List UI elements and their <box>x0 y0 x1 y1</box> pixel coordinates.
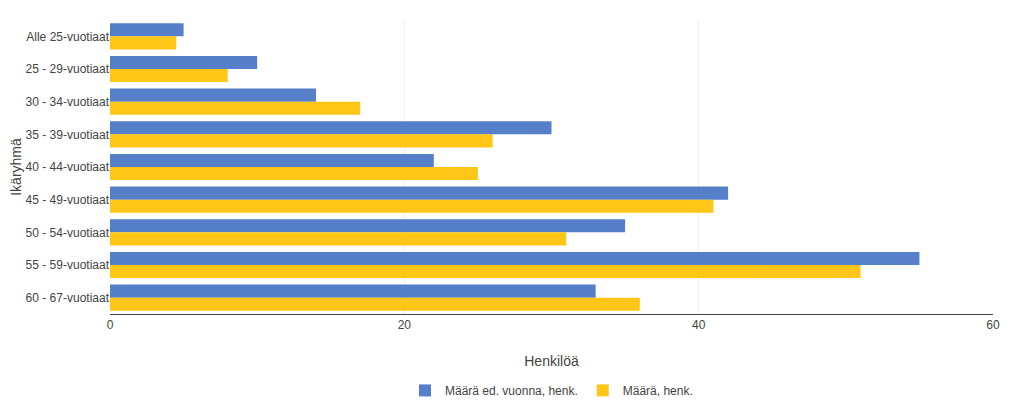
svg-text:0: 0 <box>107 318 114 332</box>
svg-text:25 - 29-vuotiaat: 25 - 29-vuotiaat <box>26 62 110 76</box>
svg-text:Määrä, henk.: Määrä, henk. <box>623 384 693 398</box>
svg-text:40 - 44-vuotiaat: 40 - 44-vuotiaat <box>26 160 110 174</box>
svg-text:40: 40 <box>692 318 706 332</box>
svg-text:Määrä ed. vuonna, henk.: Määrä ed. vuonna, henk. <box>445 384 578 398</box>
svg-text:50 - 54-vuotiaat: 50 - 54-vuotiaat <box>26 226 110 240</box>
svg-text:45 - 49-vuotiaat: 45 - 49-vuotiaat <box>26 193 110 207</box>
svg-text:60: 60 <box>986 318 1000 332</box>
svg-text:Alle 25-vuotiaat: Alle 25-vuotiaat <box>26 30 109 44</box>
svg-text:55 - 59-vuotiaat: 55 - 59-vuotiaat <box>26 258 110 272</box>
svg-text:Henkilöä: Henkilöä <box>524 353 579 369</box>
svg-text:20: 20 <box>398 318 412 332</box>
svg-text:30 - 34-vuotiaat: 30 - 34-vuotiaat <box>26 95 110 109</box>
svg-text:60 - 67-vuotiaat: 60 - 67-vuotiaat <box>26 291 110 305</box>
svg-text:35 - 39-vuotiaat: 35 - 39-vuotiaat <box>26 128 110 142</box>
svg-text:Ikäryhmä: Ikäryhmä <box>8 138 24 196</box>
